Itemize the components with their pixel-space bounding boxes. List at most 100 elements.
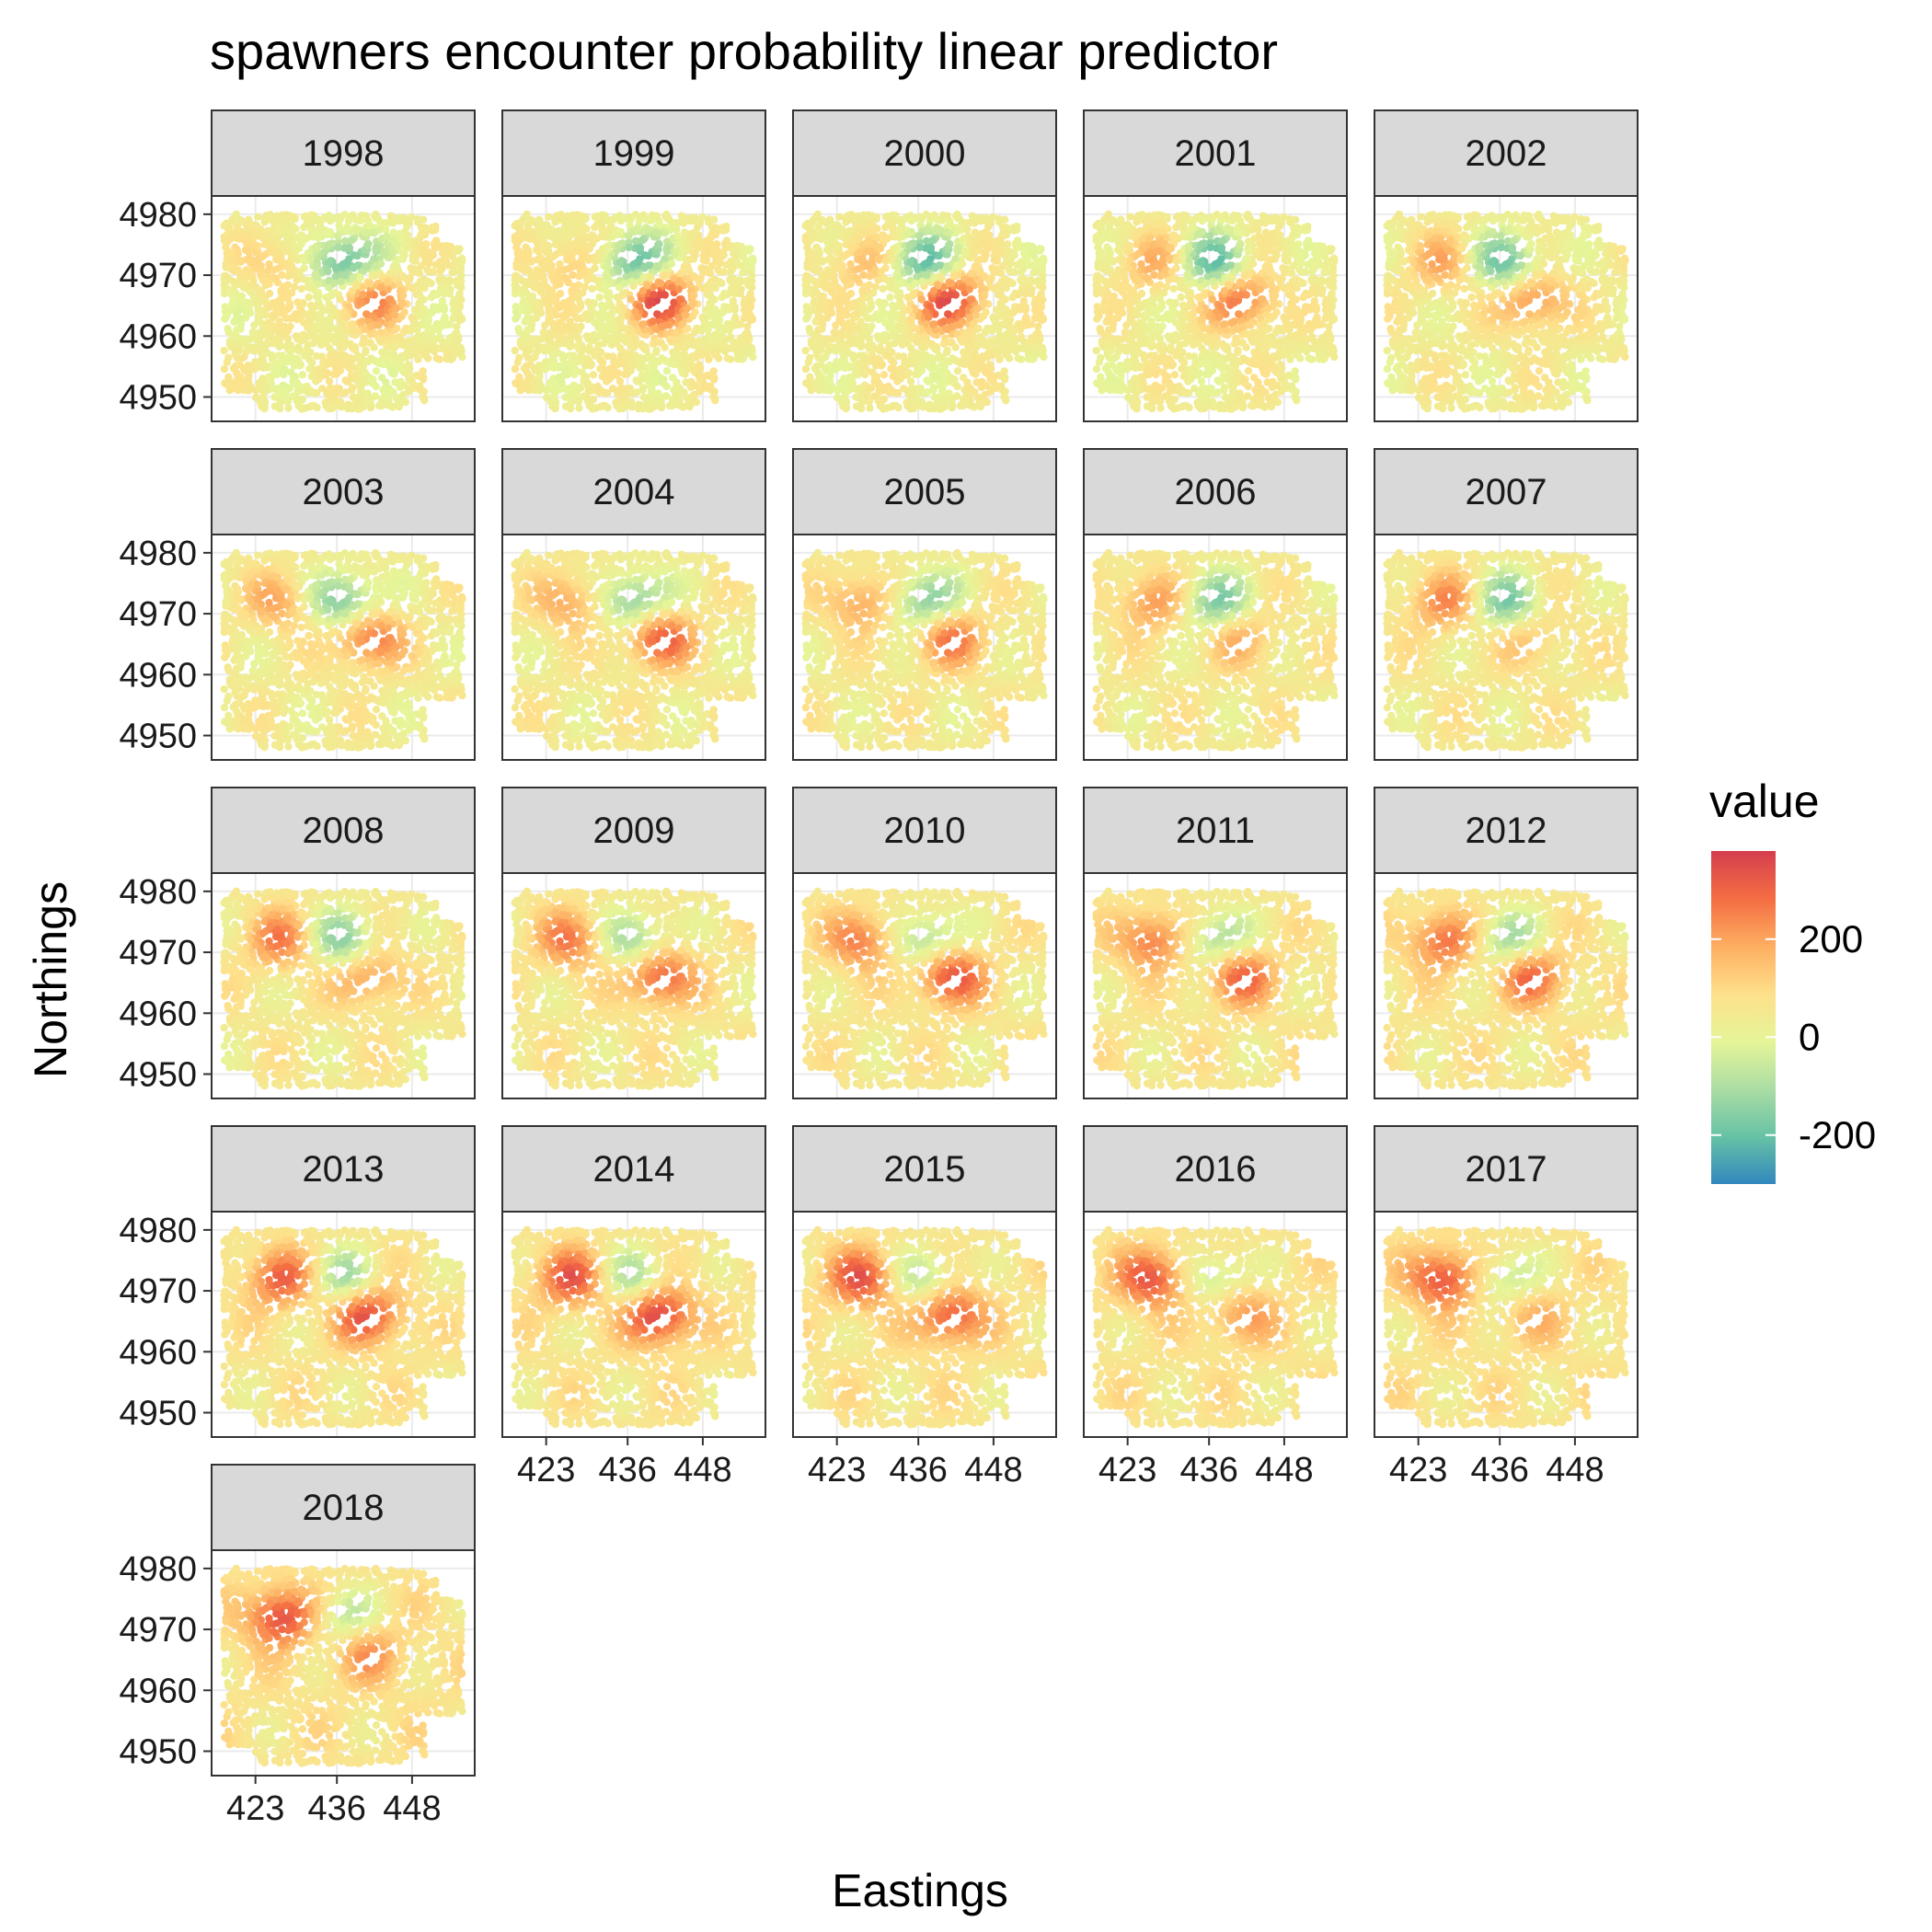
heat-point	[270, 274, 277, 282]
heat-point	[246, 305, 253, 312]
heat-point	[297, 285, 305, 293]
heat-point	[441, 314, 448, 321]
heat-point	[342, 388, 350, 396]
heat-point	[621, 280, 628, 287]
heat-point	[450, 315, 457, 322]
heat-point	[345, 401, 352, 408]
heat-point	[342, 225, 350, 233]
heat-point	[360, 379, 367, 386]
heat-point	[610, 357, 617, 364]
heat-point	[578, 369, 585, 376]
heat-point	[300, 332, 307, 339]
heat-point	[301, 257, 308, 264]
heat-point	[276, 300, 283, 307]
heat-point	[335, 244, 342, 251]
heat-point	[658, 354, 665, 362]
chart-title: spawners encounter probability linear pr…	[210, 22, 1278, 80]
heat-point	[352, 371, 360, 378]
heat-point	[283, 237, 291, 245]
heat-point	[420, 367, 427, 374]
heat-point	[684, 395, 691, 402]
heat-point	[282, 247, 290, 255]
heat-point	[648, 360, 655, 367]
heat-point	[418, 230, 425, 237]
heat-point	[381, 393, 388, 400]
heat-point	[384, 337, 391, 344]
heat-point	[367, 354, 374, 362]
heat-point	[254, 242, 261, 249]
heat-point	[337, 295, 344, 303]
heat-point	[293, 276, 300, 283]
heat-point	[340, 340, 348, 348]
facet-strip-label: 1999	[593, 133, 675, 174]
heat-point	[341, 351, 349, 359]
facet-panel-1998: 19984980497049604950	[119, 110, 475, 421]
heat-point	[284, 397, 292, 405]
heat-point	[573, 247, 581, 255]
heat-point	[531, 353, 538, 361]
heat-point	[362, 228, 369, 236]
heat-point	[324, 306, 331, 314]
heat-point	[299, 232, 306, 239]
heat-point	[446, 286, 454, 293]
heat-point	[362, 263, 369, 270]
heat-point	[545, 213, 552, 221]
heat-point	[233, 369, 240, 376]
heat-point	[330, 371, 338, 378]
heat-point	[553, 325, 560, 332]
heat-point	[633, 225, 640, 233]
heat-point	[352, 215, 360, 223]
heat-point	[523, 369, 531, 376]
heat-point	[643, 215, 650, 223]
heat-point	[644, 225, 651, 233]
heat-point	[356, 274, 363, 282]
heat-point	[362, 397, 370, 405]
y-tick-label: 4980	[119, 196, 197, 235]
heat-point	[378, 374, 385, 381]
heat-point	[349, 287, 356, 294]
heat-point	[308, 359, 316, 366]
heat-point	[513, 284, 521, 292]
heat-point	[236, 294, 243, 302]
heat-point	[282, 342, 290, 350]
heat-point	[280, 282, 287, 290]
heat-point	[316, 216, 323, 224]
heat-point	[221, 347, 228, 354]
heat-point	[362, 310, 370, 317]
heat-point	[292, 310, 299, 317]
heat-point	[296, 268, 304, 275]
heat-point	[229, 297, 236, 305]
heat-point	[240, 378, 247, 385]
heat-point	[271, 310, 279, 317]
heat-point	[588, 285, 595, 293]
heat-point	[581, 283, 589, 291]
heat-point	[744, 245, 752, 252]
heat-point	[366, 280, 374, 287]
heat-point	[232, 348, 239, 355]
heat-point	[393, 395, 400, 402]
heat-point	[359, 317, 366, 325]
heat-point	[227, 250, 235, 258]
heat-point	[247, 288, 254, 295]
heat-point	[330, 280, 338, 287]
heat-point	[435, 304, 443, 311]
heat-point	[343, 377, 351, 385]
heat-point	[221, 365, 228, 373]
heat-point	[307, 302, 315, 309]
heat-point	[444, 247, 452, 254]
heat-point	[270, 385, 278, 393]
heat-point	[294, 244, 302, 251]
heat-point	[451, 348, 458, 355]
heat-point	[229, 231, 236, 238]
heat-point	[428, 224, 435, 231]
heat-point	[250, 347, 258, 354]
heat-point	[286, 323, 293, 330]
heat-point	[277, 216, 284, 224]
heat-point	[411, 383, 419, 390]
heat-point	[254, 304, 261, 311]
heat-point	[388, 247, 396, 255]
heat-point	[363, 389, 371, 397]
heat-point	[595, 293, 603, 301]
heat-point	[373, 214, 380, 222]
heat-point	[259, 394, 266, 401]
